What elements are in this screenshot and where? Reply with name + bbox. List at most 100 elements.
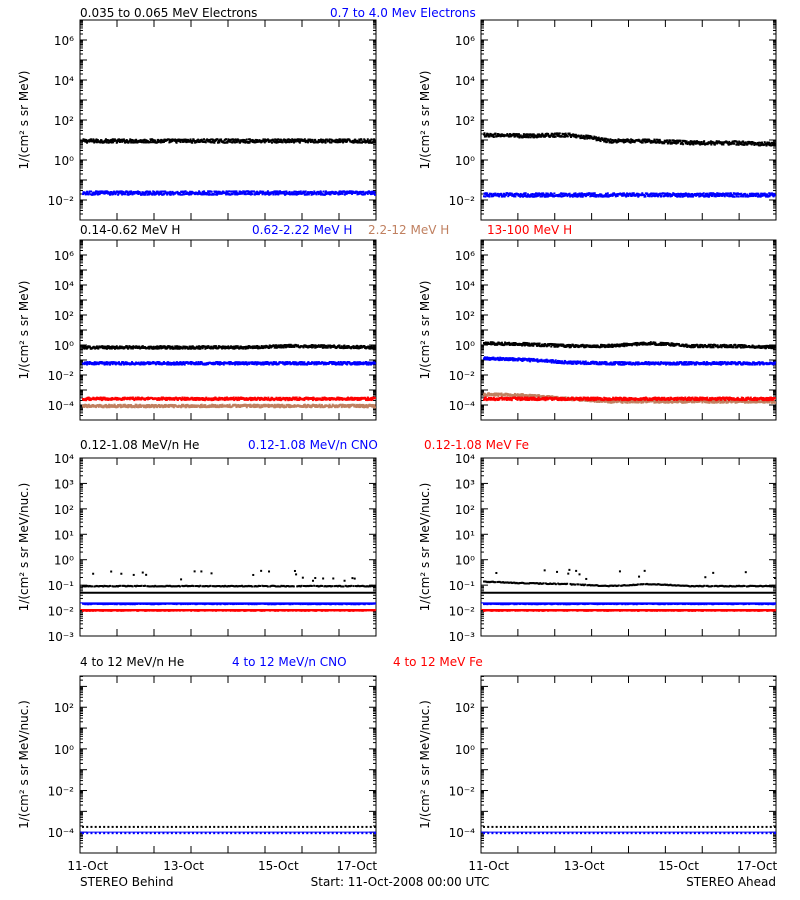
data-point bbox=[111, 363, 114, 366]
data-point bbox=[519, 134, 522, 137]
data-point bbox=[605, 193, 608, 196]
data-point bbox=[670, 194, 673, 197]
data-point bbox=[604, 137, 607, 140]
data-point bbox=[279, 344, 282, 347]
data-point bbox=[129, 138, 132, 141]
data-point bbox=[738, 140, 741, 143]
data-point bbox=[298, 141, 301, 144]
data-point bbox=[537, 135, 540, 138]
data-point bbox=[108, 141, 111, 144]
data-point bbox=[689, 193, 692, 196]
data-point bbox=[697, 192, 700, 195]
data-point bbox=[95, 345, 98, 348]
data-point bbox=[369, 346, 372, 349]
data-point bbox=[572, 135, 575, 138]
data-point bbox=[267, 191, 270, 194]
data-point bbox=[184, 138, 187, 141]
data-point bbox=[278, 140, 281, 143]
data-point bbox=[765, 195, 768, 198]
data-point bbox=[111, 139, 114, 142]
data-point bbox=[292, 344, 295, 347]
data-point bbox=[189, 347, 192, 350]
data-point bbox=[609, 138, 612, 141]
data-point bbox=[83, 347, 86, 350]
data-point bbox=[514, 195, 517, 198]
data-point bbox=[313, 190, 316, 193]
data-point bbox=[92, 138, 95, 141]
data-point bbox=[739, 141, 742, 144]
data-point bbox=[131, 361, 134, 364]
data-point bbox=[648, 194, 651, 197]
data-point bbox=[314, 138, 317, 141]
data-point bbox=[574, 133, 577, 136]
data-point bbox=[533, 193, 536, 196]
data-point bbox=[169, 193, 172, 196]
data-point bbox=[140, 141, 143, 144]
data-point bbox=[660, 194, 663, 197]
data-point bbox=[522, 134, 525, 137]
data-point bbox=[656, 138, 659, 141]
data-point bbox=[544, 194, 547, 197]
data-point bbox=[206, 193, 209, 196]
data-point bbox=[108, 363, 111, 366]
data-point bbox=[283, 138, 286, 141]
data-point bbox=[235, 191, 238, 194]
data-point bbox=[500, 133, 503, 136]
data-point bbox=[243, 139, 246, 142]
data-point bbox=[153, 139, 156, 142]
data-point bbox=[671, 141, 674, 144]
data-point bbox=[733, 195, 736, 198]
data-point bbox=[560, 195, 563, 198]
data-point bbox=[148, 193, 151, 196]
data-point bbox=[581, 192, 584, 195]
data-point bbox=[137, 361, 140, 364]
data-point bbox=[753, 143, 756, 146]
data-point bbox=[540, 135, 543, 138]
data-point bbox=[768, 192, 771, 195]
data-point bbox=[143, 363, 146, 366]
data-point bbox=[656, 141, 659, 144]
data-point bbox=[252, 141, 255, 144]
data-point bbox=[690, 195, 693, 198]
data-point bbox=[162, 190, 165, 193]
data-point bbox=[669, 139, 672, 142]
data-point bbox=[707, 193, 710, 196]
data-point bbox=[141, 191, 144, 194]
data-point bbox=[315, 193, 318, 196]
data-point bbox=[275, 138, 278, 141]
data-point bbox=[247, 190, 250, 193]
data-point bbox=[545, 134, 548, 137]
data-point bbox=[218, 192, 221, 195]
data-point bbox=[212, 139, 215, 142]
data-point bbox=[713, 143, 716, 146]
data-point bbox=[193, 191, 196, 194]
data-point bbox=[374, 141, 376, 144]
data-point bbox=[631, 192, 634, 195]
data-point bbox=[701, 192, 704, 195]
data-point bbox=[692, 143, 695, 146]
data-point bbox=[234, 347, 237, 350]
data-point bbox=[141, 345, 144, 348]
data-point bbox=[737, 195, 740, 198]
data-point bbox=[103, 141, 106, 144]
data-point bbox=[630, 140, 633, 143]
data-point bbox=[508, 135, 511, 138]
data-point bbox=[159, 192, 162, 195]
data-point bbox=[723, 195, 726, 198]
data-point bbox=[512, 132, 515, 135]
data-point bbox=[533, 195, 536, 198]
data-point bbox=[232, 345, 235, 348]
data-point bbox=[221, 192, 224, 195]
data-point bbox=[96, 193, 99, 196]
data-point bbox=[773, 142, 776, 145]
data-point bbox=[374, 346, 376, 349]
data-point bbox=[168, 361, 171, 364]
data-point bbox=[324, 190, 327, 193]
data-point bbox=[348, 190, 351, 193]
data-point bbox=[302, 346, 305, 349]
data-point bbox=[328, 138, 331, 141]
data-point bbox=[524, 192, 527, 195]
data-point bbox=[597, 136, 600, 139]
data-point bbox=[540, 195, 543, 198]
data-point bbox=[602, 138, 605, 141]
